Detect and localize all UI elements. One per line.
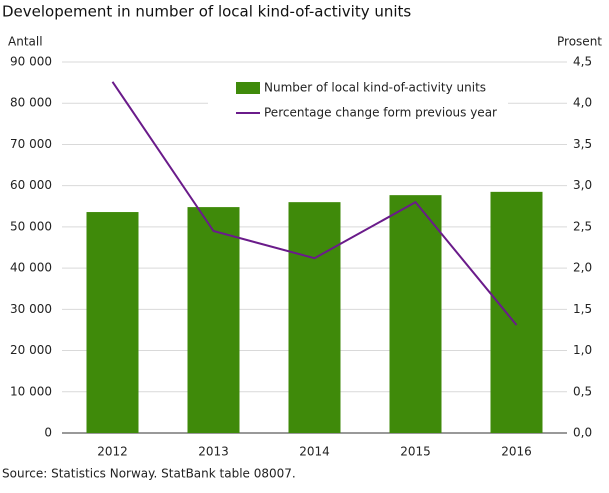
tick-label: 0 [44,426,52,440]
bar [187,207,240,433]
x-tick-label: 2012 [97,445,128,459]
tick-label: 1,5 [573,302,592,316]
x-tick-label: 2016 [501,445,532,459]
tick-label: 3,5 [573,137,592,151]
source: Source: Statistics Norway. StatBank tabl… [2,467,296,481]
x-tick-label: 2014 [299,445,330,459]
tick-label: 0,5 [573,384,592,398]
bar [389,195,442,433]
bar [86,212,139,433]
legend-swatch [236,82,260,94]
line [111,81,518,326]
tick-label: 30 000 [10,302,52,316]
bar [490,191,543,433]
x-tick-label: 2013 [198,445,229,459]
tick-label: 4,5 [573,55,592,69]
tick-label: 3,0 [573,178,592,192]
tick-label: 40 000 [10,261,52,275]
tick-label: 60 000 [10,178,52,192]
tick-label: 4,0 [573,96,592,110]
tick-label: 1,0 [573,343,592,357]
bar [288,202,341,433]
chart-title: Developement in number of local kind-of-… [2,3,411,21]
tick-label: 50 000 [10,219,52,233]
x-tick-label: 2015 [400,445,431,459]
tick-label: 70 000 [10,137,52,151]
y-axis-label: Antall [8,35,43,49]
tick-label: 2,5 [573,219,592,233]
tick-label: 0,0 [573,426,592,440]
tick-label: 80 000 [10,96,52,110]
tick-label: 10 000 [10,384,52,398]
legend-label: Percentage change form previous year [264,106,497,120]
tick-label: 2,0 [573,261,592,275]
legend-label: Number of local kind-of-activity units [264,81,486,95]
tick-label: 20 000 [10,343,52,357]
tick-label: 90 000 [10,55,52,69]
y2-axis-label: Prosent [557,35,602,49]
